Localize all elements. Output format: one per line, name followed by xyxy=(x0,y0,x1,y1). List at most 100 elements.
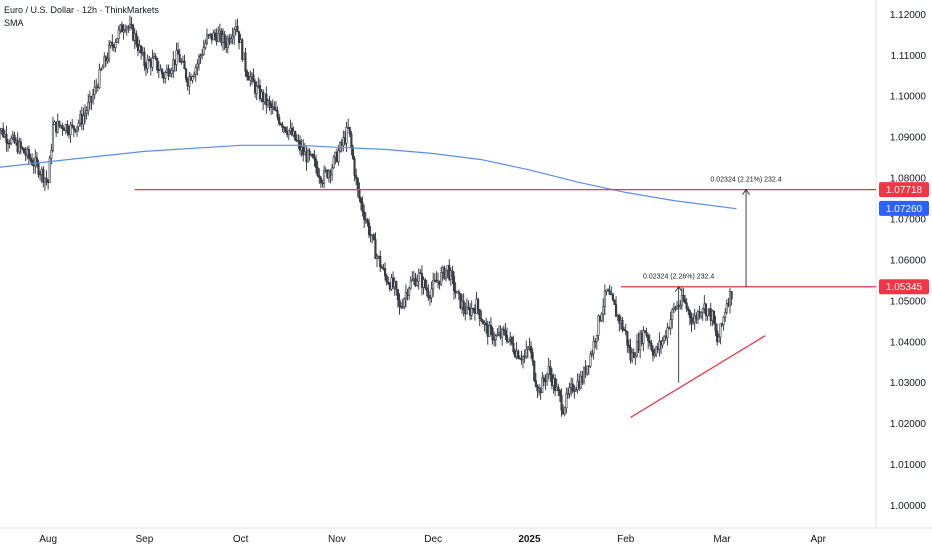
candle-down xyxy=(613,299,616,305)
candle-up xyxy=(48,157,51,183)
candle-down xyxy=(385,275,388,283)
candle-up xyxy=(717,336,720,343)
candle-up xyxy=(85,110,88,114)
candle-up xyxy=(692,321,695,324)
candle-up xyxy=(493,339,496,341)
candle-up xyxy=(194,67,197,75)
candle-up xyxy=(170,69,173,74)
candle-down xyxy=(2,128,5,138)
candle-down xyxy=(367,222,371,235)
candle-down xyxy=(302,146,305,156)
candle-down xyxy=(621,320,624,330)
candle-down xyxy=(554,378,557,391)
candle-up xyxy=(100,68,103,71)
y-tick-label: 1.04000 xyxy=(890,337,927,348)
candle-down xyxy=(530,346,533,353)
candle-down xyxy=(684,299,687,304)
candle-down xyxy=(278,116,281,124)
candle-down xyxy=(45,177,48,181)
candle-up xyxy=(124,29,127,31)
candle-up xyxy=(430,288,433,298)
trendline[interactable] xyxy=(630,335,766,419)
candle-down xyxy=(120,24,123,33)
candle-up xyxy=(56,120,59,133)
candle-down xyxy=(504,330,507,336)
candle-up xyxy=(541,377,544,393)
candle-up xyxy=(103,56,106,68)
candle-up xyxy=(432,280,435,290)
candle-up xyxy=(595,335,598,343)
candle-down xyxy=(542,377,545,382)
candle-down xyxy=(281,124,284,128)
candle-down xyxy=(517,350,520,359)
candle-up xyxy=(93,86,96,95)
candle-down xyxy=(618,315,621,324)
candle-up xyxy=(526,347,529,350)
candle-down xyxy=(459,292,462,309)
y-tick-label: 1.06000 xyxy=(890,255,927,266)
candle-down xyxy=(457,291,460,294)
drawings-layer: 0.02324 (2.26%) 232.4 0.02324 (2.21%) 232… xyxy=(134,177,876,419)
candle-up xyxy=(408,287,411,296)
candle-up xyxy=(204,42,207,48)
candle-up xyxy=(323,170,326,184)
candle-up xyxy=(411,279,414,282)
candle-down xyxy=(223,34,226,44)
candle-down xyxy=(111,42,114,46)
candle-up xyxy=(151,57,154,68)
candle-down xyxy=(183,60,186,70)
price-axis[interactable]: 1.12000 1.11000 1.10000 1.09000 1.08000 1.070… xyxy=(890,10,927,512)
candle-down xyxy=(632,352,635,359)
candle-down xyxy=(353,158,356,176)
candle-down xyxy=(647,335,650,342)
candle-down xyxy=(268,100,271,104)
candle-down xyxy=(502,328,505,331)
candle-down xyxy=(379,255,382,268)
candle-up xyxy=(306,150,310,163)
candles-layer xyxy=(0,15,733,417)
candle-up xyxy=(470,308,473,316)
candle-up xyxy=(590,353,594,355)
candle-down xyxy=(31,159,34,166)
candle-up xyxy=(231,36,234,39)
candle-up xyxy=(51,124,54,151)
candle-down xyxy=(207,34,210,36)
candle-down xyxy=(244,52,247,72)
candle-up xyxy=(521,356,525,361)
candle-up xyxy=(87,102,90,111)
candle-up xyxy=(573,390,576,393)
candle-down xyxy=(72,125,75,130)
candle-up xyxy=(661,340,664,346)
candle-down xyxy=(558,390,561,396)
candle-down xyxy=(624,330,627,332)
candle-down xyxy=(279,123,282,125)
y-tick-label: 1.12000 xyxy=(890,10,927,21)
candle-up xyxy=(188,76,191,87)
candle-down xyxy=(265,93,268,106)
level-price-badge xyxy=(879,279,929,295)
candle-up xyxy=(199,55,202,58)
candle-up xyxy=(582,367,586,383)
candle-up xyxy=(108,45,111,60)
candle-up xyxy=(75,126,79,132)
indicator-label[interactable]: SMA xyxy=(4,18,24,28)
candle-down xyxy=(71,124,74,127)
candle-up xyxy=(175,50,178,65)
time-axis[interactable]: Aug Sep Oct Nov Dec 2025 Feb Mar Apr xyxy=(39,534,826,545)
candle-up xyxy=(106,58,109,62)
candle-down xyxy=(21,147,24,149)
candle-up xyxy=(116,38,119,43)
candle-up xyxy=(719,323,722,338)
candle-down xyxy=(37,162,40,175)
candle-up xyxy=(655,346,658,355)
candle-down xyxy=(425,287,428,292)
candle-up xyxy=(417,272,420,282)
candle-up xyxy=(331,167,334,176)
candle-down xyxy=(690,317,693,324)
candle-down xyxy=(396,289,399,300)
candle-down xyxy=(472,308,475,310)
candle-down xyxy=(167,68,170,77)
candle-up xyxy=(196,63,199,68)
candle-up xyxy=(725,303,728,313)
